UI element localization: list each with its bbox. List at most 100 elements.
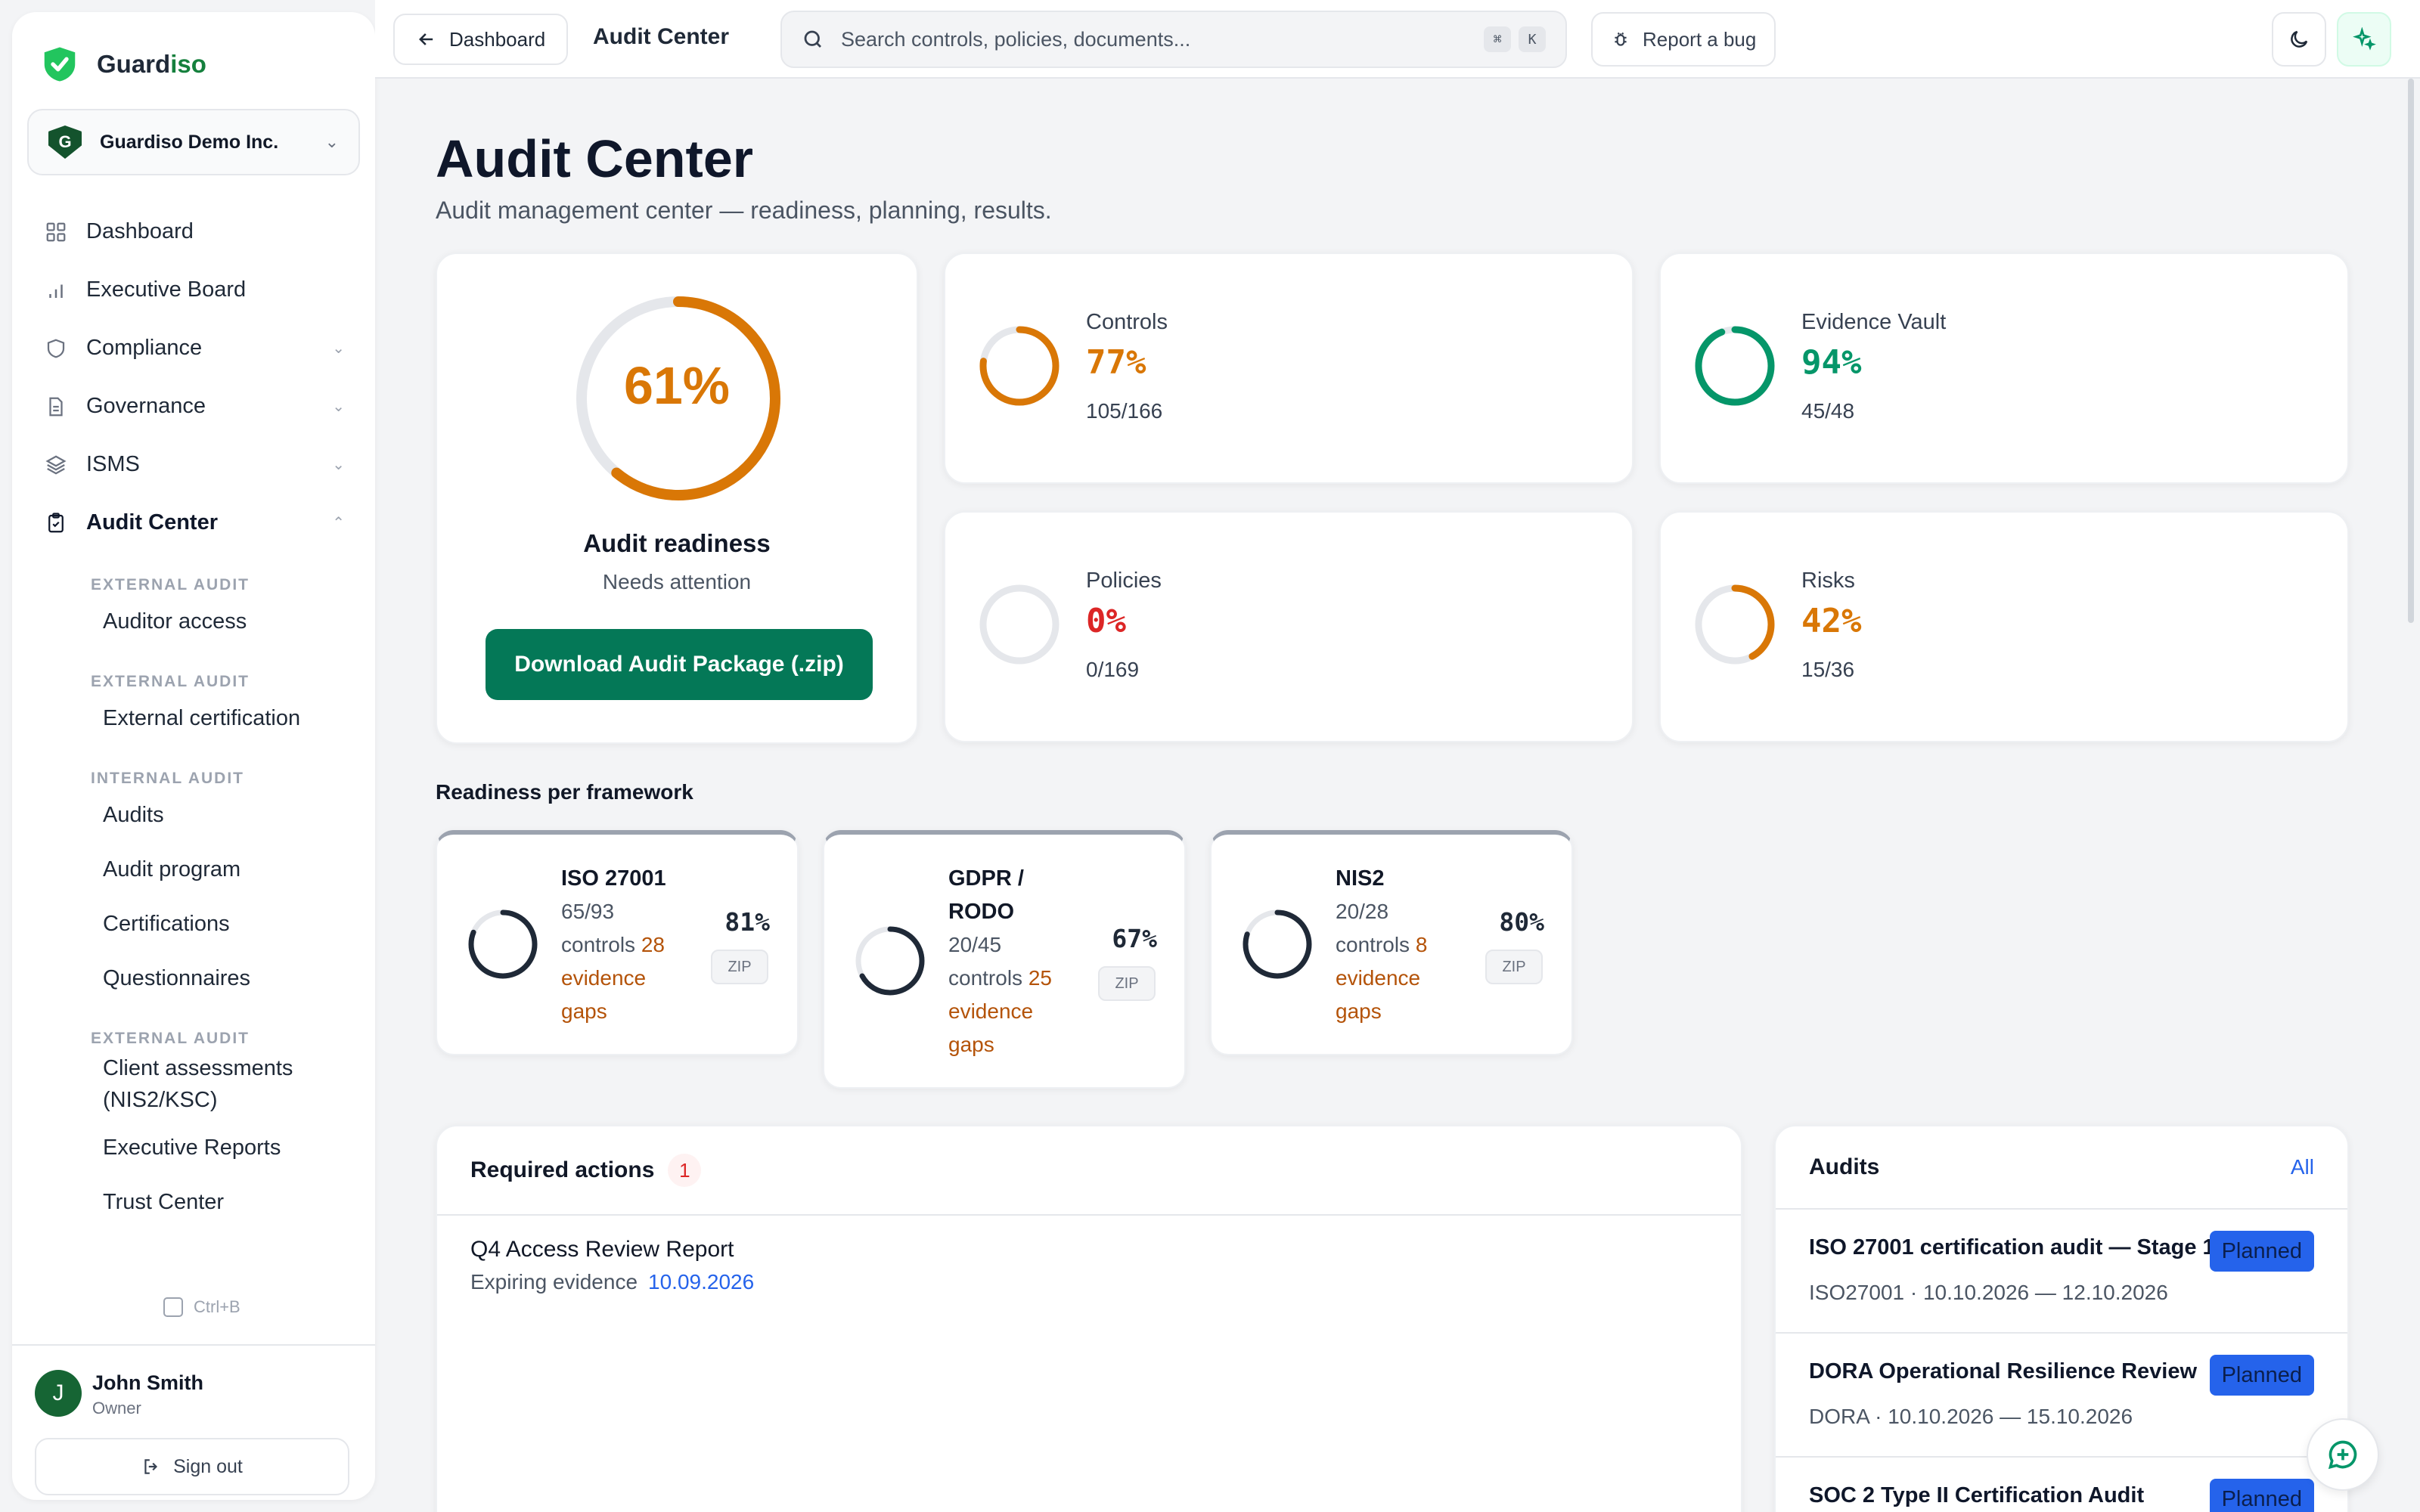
- gaps-word: evidence: [948, 999, 1034, 1023]
- nis2-ring: [1243, 909, 1312, 979]
- nav-audit-center-label: Audit Center: [86, 510, 218, 534]
- subnav-audit-program[interactable]: Audit program: [103, 857, 241, 881]
- action-meta: Expiring evidence 10.09.2026: [470, 1270, 754, 1294]
- topbar: Dashboard Audit Center Search controls, …: [375, 0, 2420, 79]
- audits-header: Audits All: [1776, 1126, 2347, 1210]
- stat-card-controls[interactable]: Controls 77% 105/166: [944, 253, 1634, 484]
- theme-toggle-button[interactable]: [2272, 12, 2326, 67]
- readiness-status: Needs attention: [602, 570, 752, 593]
- subnav-auditor-access[interactable]: Auditor access: [103, 609, 247, 634]
- layers-icon: [42, 451, 70, 479]
- stat-card-policies[interactable]: Policies 0% 0/169: [944, 511, 1634, 742]
- bug-icon: [1615, 32, 1627, 46]
- download-zip-button[interactable]: ZIP: [711, 950, 768, 984]
- nav-compliance[interactable]: Compliance ⌄: [27, 319, 360, 377]
- chevron-up-icon: ⌃: [332, 515, 345, 531]
- search-placeholder: Search controls, policies, documents...: [841, 27, 1191, 51]
- subnav-certifications[interactable]: Certifications: [103, 911, 230, 936]
- nav-governance[interactable]: Governance ⌄: [27, 377, 360, 435]
- chevron-down-icon: ⌄: [332, 340, 345, 357]
- nav-dashboard[interactable]: Dashboard: [27, 203, 360, 261]
- sign-out-button[interactable]: Sign out: [35, 1438, 349, 1495]
- nav-isms[interactable]: ISMS ⌄: [27, 435, 360, 494]
- breadcrumb: Audit Center: [593, 24, 729, 49]
- gaps-word2: gaps: [1336, 999, 1382, 1023]
- section-external-audit: EXTERNAL AUDIT: [91, 673, 250, 690]
- subnav-questionnaires[interactable]: Questionnaires: [103, 965, 251, 990]
- framework-details: 65/93 controls 28 evidence gaps: [561, 895, 697, 1028]
- chat-support-button[interactable]: [2307, 1418, 2379, 1491]
- sparkles-icon: [2353, 27, 2376, 51]
- audit-row[interactable]: ISO 27001 certification audit — Stage 1 …: [1776, 1210, 2347, 1334]
- audits-panel: Audits All ISO 27001 certification audit…: [1774, 1125, 2349, 1512]
- framework-card-nis2[interactable]: NIS2 20/28 controls 8 evidence gaps 80% ZIP: [1210, 830, 1573, 1055]
- sidebar: Guardiso G Guardiso Demo Inc. ⌄ Dashboar…: [12, 12, 375, 1500]
- audits-view-all-link[interactable]: All: [2290, 1155, 2314, 1179]
- user-name: John Smith: [92, 1371, 203, 1394]
- stat-card-risks[interactable]: Risks 42% 15/36: [1659, 511, 2349, 742]
- clipboard-check-icon: [42, 510, 70, 537]
- nav-executive-label: Executive Board: [86, 277, 247, 302]
- stat-label: Evidence Vault: [1801, 310, 1947, 334]
- gaps-word2: gaps: [948, 1033, 994, 1056]
- stat-count: 0/169: [1086, 658, 1140, 681]
- moon-icon: [2291, 30, 2308, 48]
- required-action-item[interactable]: Q4 Access Review Report Expiring evidenc…: [470, 1237, 754, 1294]
- framework-name-line2: RODO: [948, 900, 1014, 924]
- section-external-audit: EXTERNAL AUDIT: [91, 1030, 250, 1047]
- framework-percent: 80%: [1499, 907, 1544, 937]
- risks-ring: [1695, 584, 1775, 665]
- ai-assistant-button[interactable]: [2337, 12, 2391, 67]
- subnav-audits[interactable]: Audits: [103, 802, 164, 827]
- subnav-external-certification[interactable]: External certification: [103, 705, 301, 730]
- frameworks-section-title: Readiness per framework: [436, 780, 693, 804]
- required-actions-header: Required actions 1: [437, 1126, 1741, 1216]
- brand[interactable]: Guardiso: [39, 44, 206, 85]
- stat-card-evidence-vault[interactable]: Evidence Vault 94% 45/48: [1659, 253, 2349, 484]
- org-logo: G: [48, 125, 82, 159]
- action-label: Expiring evidence: [470, 1270, 638, 1294]
- iso-ring: [468, 909, 538, 979]
- collapse-sidebar-button[interactable]: Ctrl+B: [163, 1297, 240, 1317]
- readiness-percent: 61%: [623, 356, 731, 415]
- framework-card-gdpr[interactable]: GDPR / RODO 20/45 controls 25 evidence gaps …: [823, 830, 1186, 1089]
- report-bug-button[interactable]: Report a bug: [1591, 12, 1776, 67]
- back-button[interactable]: Dashboard: [393, 14, 569, 65]
- subnav-executive-reports[interactable]: Executive Reports: [103, 1135, 281, 1160]
- audit-title: SOC 2 Type II Certification Audit: [1809, 1483, 2145, 1507]
- stat-value: 77%: [1086, 343, 1146, 382]
- stat-value: 94%: [1801, 343, 1862, 382]
- gaps-count: 8: [1415, 933, 1428, 956]
- framework-card-iso27001[interactable]: ISO 27001 65/93 controls 28 evidence gaps 8…: [436, 830, 799, 1055]
- required-actions-count: 1: [668, 1154, 702, 1187]
- org-switcher[interactable]: G Guardiso Demo Inc. ⌄: [27, 109, 360, 175]
- subnav-client-assessments[interactable]: Client assessments (NIS2/KSC): [27, 1048, 360, 1120]
- chevron-down-icon: ⌄: [332, 398, 345, 415]
- user-panel: J John Smith Owner Sign out: [12, 1344, 375, 1495]
- subnav-trust-center[interactable]: Trust Center: [103, 1189, 225, 1214]
- policies-ring: [979, 584, 1060, 665]
- document-icon: [42, 393, 70, 420]
- nav-dashboard-label: Dashboard: [86, 219, 194, 243]
- sign-out-label: Sign out: [173, 1455, 243, 1477]
- nav-audit-center[interactable]: Audit Center ⌃: [27, 494, 360, 552]
- nav-executive-board[interactable]: Executive Board: [27, 261, 360, 319]
- controls-word: controls: [948, 966, 1023, 990]
- download-zip-button[interactable]: ZIP: [1098, 966, 1156, 1001]
- search-icon: [804, 30, 821, 48]
- audit-row[interactable]: SOC 2 Type II Certification Audit Planne…: [1776, 1458, 2347, 1512]
- status-badge: Planned: [2209, 1231, 2314, 1272]
- brand-name: Guardiso: [97, 50, 206, 79]
- chevron-down-icon: ⌄: [332, 457, 345, 473]
- client-assessments-line1: Client assessments: [103, 1056, 293, 1080]
- action-date: 10.09.2026: [648, 1270, 755, 1294]
- audit-row[interactable]: DORA Operational Resilience Review Plann…: [1776, 1334, 2347, 1458]
- search-input[interactable]: Search controls, policies, documents... …: [780, 11, 1567, 68]
- status-badge: Planned: [2209, 1355, 2314, 1396]
- download-audit-package-button[interactable]: Download Audit Package (.zip): [486, 629, 873, 700]
- framework-name: GDPR / RODO: [948, 862, 1062, 928]
- avatar[interactable]: J: [35, 1370, 82, 1417]
- download-zip-button[interactable]: ZIP: [1485, 950, 1543, 984]
- page-scrollbar[interactable]: [2408, 79, 2414, 623]
- framework-details: 20/28 controls 8 evidence gaps: [1336, 895, 1472, 1028]
